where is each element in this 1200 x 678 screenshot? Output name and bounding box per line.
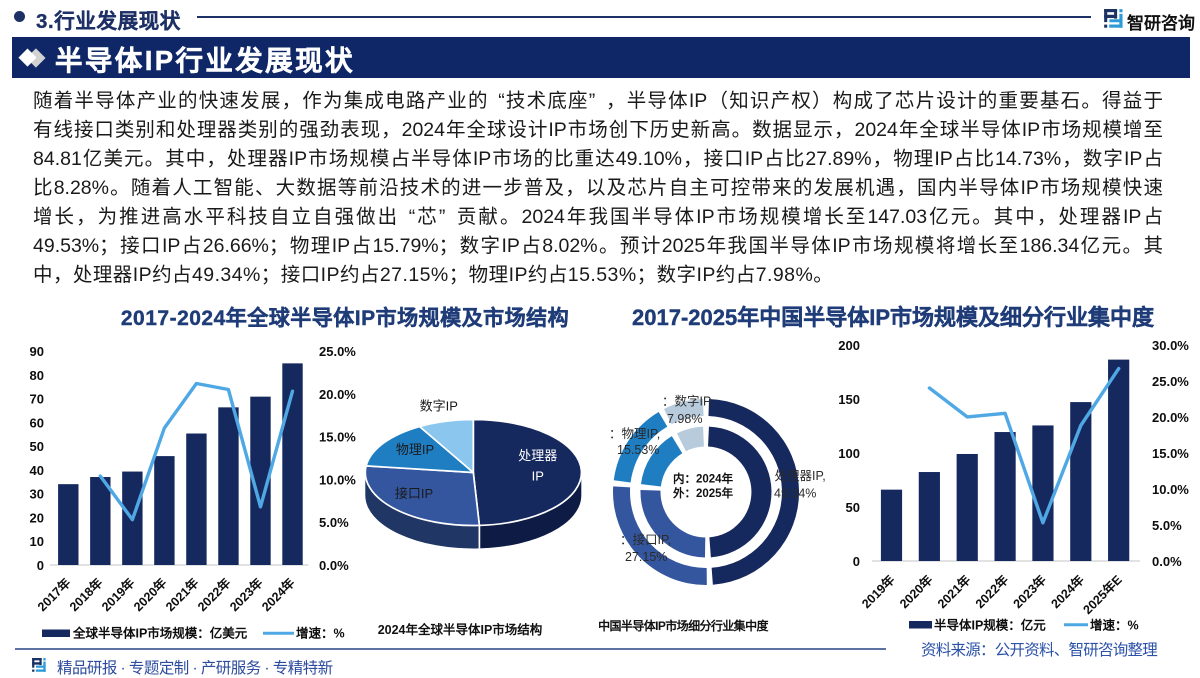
- svg-text:2018年: 2018年: [66, 575, 105, 614]
- svg-text:：物理IP,: ：物理IP,: [609, 427, 660, 441]
- svg-text:IP: IP: [532, 469, 544, 484]
- svg-text:5.0%: 5.0%: [1152, 518, 1182, 533]
- svg-text:处理器: 处理器: [518, 448, 557, 463]
- svg-text:2022年: 2022年: [194, 575, 233, 614]
- svg-text:15.0%: 15.0%: [1152, 446, 1189, 461]
- svg-text:2019年: 2019年: [98, 575, 137, 614]
- svg-text:40: 40: [30, 463, 44, 478]
- svg-text:增速：%: 增速：%: [1090, 618, 1139, 633]
- svg-text:10.0%: 10.0%: [319, 472, 356, 487]
- svg-text:10: 10: [30, 534, 44, 549]
- svg-text:增速：%: 增速：%: [296, 626, 345, 641]
- svg-text:20: 20: [30, 510, 44, 525]
- svg-text:0: 0: [37, 558, 44, 573]
- svg-text:数字IP: 数字IP: [420, 399, 458, 414]
- svg-text:50: 50: [30, 439, 44, 454]
- svg-text:2024年: 2024年: [259, 575, 298, 614]
- svg-text:2019年: 2019年: [859, 572, 898, 611]
- svg-text:49.34%: 49.34%: [774, 487, 816, 501]
- svg-text:0.0%: 0.0%: [1152, 554, 1182, 569]
- svg-text:：接口IP,: ：接口IP,: [620, 532, 671, 547]
- svg-text:2021年: 2021年: [934, 572, 973, 611]
- svg-text:：处理器IP,: ：处理器IP,: [762, 469, 826, 483]
- svg-text:15.53%: 15.53%: [617, 443, 659, 457]
- svg-text:30: 30: [30, 487, 44, 502]
- svg-text:30.0%: 30.0%: [1152, 338, 1189, 353]
- svg-text:20.0%: 20.0%: [319, 387, 356, 402]
- svg-text:2020年: 2020年: [896, 572, 935, 611]
- svg-text:2025年E: 2025年E: [1080, 572, 1125, 617]
- svg-text:物理IP: 物理IP: [396, 442, 434, 457]
- svg-text:2023年: 2023年: [1010, 572, 1049, 611]
- svg-text:15.0%: 15.0%: [319, 430, 356, 445]
- svg-text:全球半导体IP市场规模：亿美元: 全球半导体IP市场规模：亿美元: [72, 626, 248, 641]
- svg-text:7.98%: 7.98%: [667, 412, 702, 426]
- svg-text:20.0%: 20.0%: [1152, 410, 1189, 425]
- svg-text:内：2024年: 内：2024年: [673, 472, 734, 486]
- svg-text:0.0%: 0.0%: [319, 558, 349, 573]
- svg-text:接口IP: 接口IP: [395, 486, 433, 501]
- svg-text:60: 60: [30, 415, 44, 430]
- svg-text:0: 0: [853, 554, 860, 569]
- svg-text:25.0%: 25.0%: [319, 344, 356, 359]
- svg-text:90: 90: [30, 344, 44, 359]
- svg-text:70: 70: [30, 392, 44, 407]
- svg-text:2021年: 2021年: [162, 575, 201, 614]
- svg-text:2017年: 2017年: [34, 575, 73, 614]
- svg-text:2020年: 2020年: [130, 575, 169, 614]
- svg-text:外：2025年: 外：2025年: [672, 486, 734, 500]
- svg-text:2023年: 2023年: [227, 575, 266, 614]
- svg-text:25.0%: 25.0%: [1152, 374, 1189, 389]
- svg-text:27.15%: 27.15%: [625, 550, 667, 564]
- svg-text:10.0%: 10.0%: [1152, 482, 1189, 497]
- svg-text:200: 200: [838, 338, 860, 353]
- svg-text:2022年: 2022年: [972, 572, 1011, 611]
- svg-text:5.0%: 5.0%: [319, 515, 349, 530]
- svg-text:50: 50: [846, 500, 860, 515]
- svg-text:100: 100: [838, 446, 860, 461]
- svg-text:半导体IP规模：亿元: 半导体IP规模：亿元: [934, 618, 1046, 633]
- svg-text:：数字IP,: ：数字IP,: [662, 394, 713, 409]
- svg-text:80: 80: [30, 368, 44, 383]
- svg-text:150: 150: [838, 392, 860, 407]
